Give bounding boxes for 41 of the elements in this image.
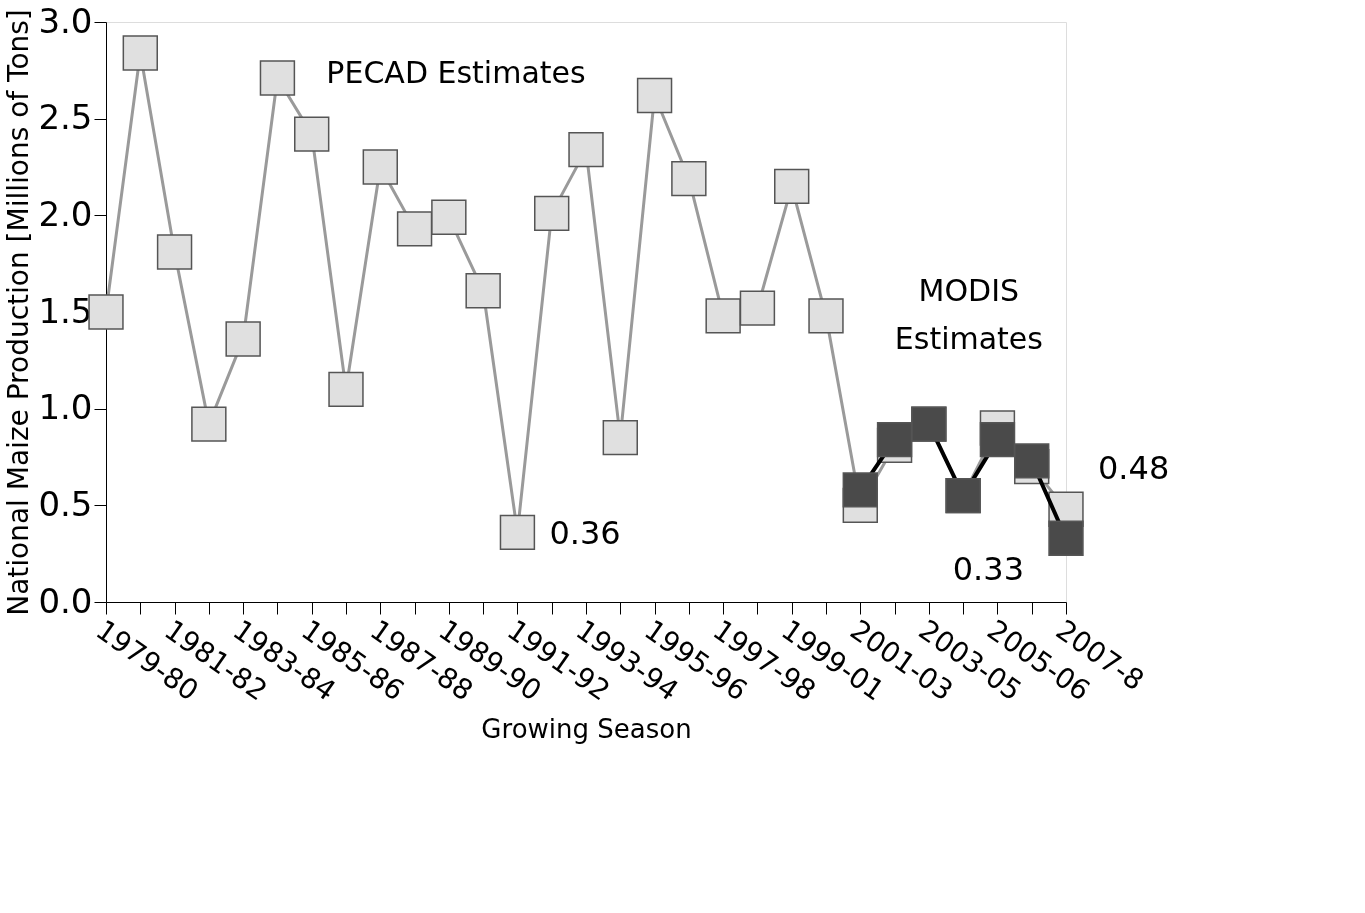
- point: [808, 298, 844, 334]
- y-tick-label: 2.0: [38, 193, 93, 234]
- point: [568, 131, 604, 168]
- point: [431, 199, 467, 235]
- data-label: 0.33: [952, 550, 1024, 589]
- point: [294, 116, 330, 152]
- point: [739, 290, 776, 326]
- point: [396, 211, 433, 247]
- point: [225, 321, 261, 357]
- y-tick-label: 1.5: [38, 290, 93, 331]
- point: [156, 234, 193, 270]
- y-tick-label: 0.0: [38, 580, 93, 621]
- point: [602, 419, 638, 456]
- point: [1014, 443, 1050, 479]
- point: [191, 406, 227, 442]
- point: [1048, 520, 1084, 556]
- point: [876, 421, 913, 458]
- point: [465, 273, 501, 309]
- point: [88, 294, 124, 330]
- y-tick-label: 1.0: [38, 387, 93, 428]
- series-label: MODIS Estimates: [894, 273, 1043, 356]
- x-axis-title: Growing Season: [481, 713, 692, 744]
- point: [671, 160, 707, 197]
- point: [499, 514, 536, 551]
- point: [122, 35, 158, 71]
- data-label: 0.48: [1098, 449, 1170, 488]
- series-label: PECAD Estimates: [326, 55, 586, 90]
- y-tick-label: 3.0: [38, 0, 93, 41]
- point: [842, 472, 878, 508]
- y-tick-label: 0.5: [38, 483, 93, 524]
- y-tick-label: 2.5: [38, 97, 93, 138]
- point: [705, 298, 741, 334]
- point: [534, 195, 570, 232]
- point: [259, 60, 296, 96]
- point: [774, 168, 810, 205]
- y-axis-title: National Maize Production [Millions of Tons]: [2, 9, 36, 616]
- data-label: 0.36: [549, 514, 621, 553]
- point: [362, 149, 398, 185]
- point: [328, 371, 364, 408]
- point: [636, 77, 673, 114]
- point: [979, 421, 1016, 458]
